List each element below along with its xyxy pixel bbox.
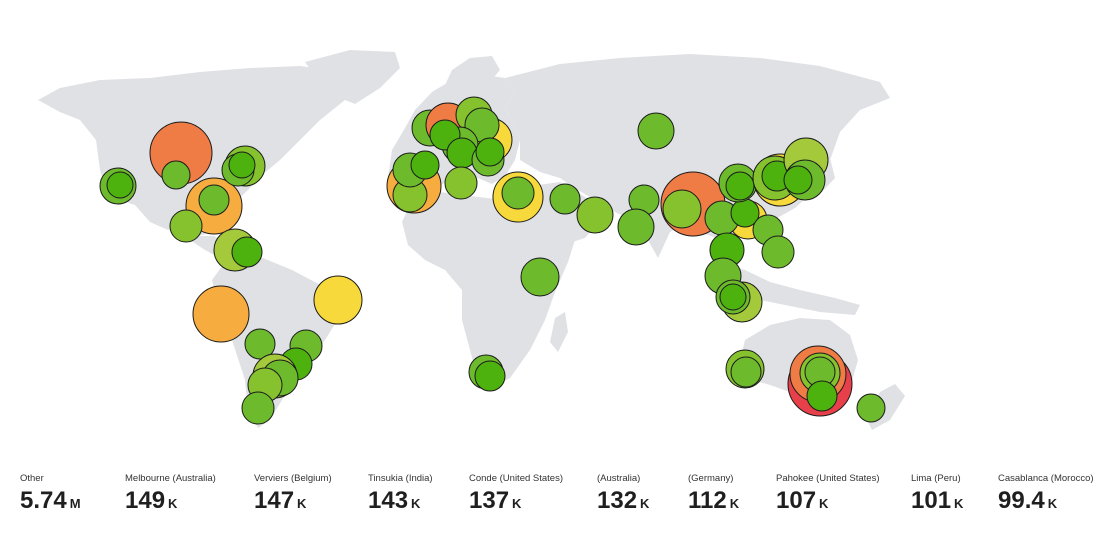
stat-tinsukia-india[interactable]: Tinsukia (India) 143 K [368, 472, 433, 516]
top-locations-stats: Other 5.74 M Melbourne (Australia) 149 K V… [0, 472, 1099, 542]
stat-value: 143 [368, 487, 409, 514]
stat-unit: K [819, 496, 829, 511]
bubble-perth-2[interactable] [730, 356, 762, 388]
stat-label: Verviers (Belgium) [254, 473, 332, 484]
stat-value: 132 [597, 487, 638, 514]
stat-casablanca-morocco[interactable]: Casablanca (Morocco) 99.4 K [998, 472, 1094, 516]
stat-label: Conde (United States) [469, 473, 563, 484]
stat-lima-peru[interactable]: Lima (Peru) 101 K [911, 472, 963, 516]
bubble-china-central-2[interactable] [725, 171, 755, 201]
stat-label: (Australia) [597, 473, 641, 484]
bubble-balkans[interactable] [475, 137, 505, 167]
stat-australia[interactable]: (Australia) 132 K [597, 472, 649, 516]
bubble-central-america-2[interactable] [231, 236, 263, 268]
stat-value: 149 [125, 487, 166, 514]
bubble-chile-south[interactable] [241, 391, 275, 425]
stat-unit: K [168, 496, 178, 511]
stat-pahokee-united-states[interactable]: Pahokee (United States) 107 K [776, 472, 880, 516]
stat-label: (Germany) [688, 473, 734, 484]
stat-value: 99.4 [998, 487, 1045, 514]
stat-unit: K [954, 496, 964, 511]
bubble-india-west[interactable] [617, 208, 655, 246]
stat-unit: K [729, 496, 740, 511]
stat-label: Other [20, 473, 44, 484]
world-bubble-map [38, 50, 905, 430]
stat-value: 137 [469, 487, 510, 514]
bubble-turkey-2[interactable] [501, 176, 535, 210]
stat-germany[interactable]: (Germany) 112 K [688, 472, 739, 516]
stat-value: 107 [776, 487, 817, 514]
bubble-gulf[interactable] [576, 196, 614, 234]
bubble-italy[interactable] [444, 166, 478, 200]
bubble-new-zealand[interactable] [856, 393, 886, 423]
bubble-south-africa-2[interactable] [474, 360, 506, 392]
land-madagascar [550, 312, 568, 352]
land-southeast-asia [715, 262, 860, 315]
stat-label: Tinsukia (India) [368, 473, 433, 484]
stat-value: 112 [688, 487, 727, 514]
bubble-north-america[interactable] [161, 160, 191, 190]
bubble-layer [99, 96, 886, 425]
bubble-east-africa[interactable] [520, 257, 560, 297]
stat-unit: K [640, 496, 650, 511]
bubble-brazil-central[interactable] [244, 328, 276, 360]
land-scandinavia [440, 56, 500, 104]
bubble-france-2[interactable] [410, 150, 440, 180]
stat-unit: K [411, 496, 421, 511]
bubble-west-coast-2[interactable] [106, 171, 134, 199]
bubble-middle-east[interactable] [549, 183, 581, 215]
stat-other[interactable]: Other 5.74 M [20, 472, 81, 516]
stat-unit: K [297, 496, 307, 511]
stat-conde-united-states[interactable]: Conde (United States) 137 K [469, 472, 563, 516]
land-africa [402, 192, 575, 388]
bubble-korea-3[interactable] [783, 165, 813, 195]
bubble-texas[interactable] [169, 209, 203, 243]
bubble-southeast-us[interactable] [198, 184, 230, 216]
bubble-philippines[interactable] [761, 235, 795, 269]
bubble-lima-peru[interactable] [192, 285, 250, 343]
bubble-indonesia-3[interactable] [719, 283, 747, 311]
stat-melbourne-australia[interactable]: Melbourne (Australia) 149 K [125, 472, 216, 516]
bubble-tinsukia-india-2[interactable] [662, 189, 702, 229]
bubble-northeast-us-3[interactable] [228, 151, 256, 179]
land-asia [505, 54, 890, 258]
stat-label: Pahokee (United States) [776, 473, 880, 484]
stat-value: 147 [254, 487, 295, 514]
stat-unit: K [1047, 496, 1058, 511]
bubble-adelaide[interactable] [806, 380, 838, 412]
stat-value: 5.74 [20, 487, 67, 514]
stat-label: Casablanca (Morocco) [998, 473, 1094, 484]
stat-verviers-belgium[interactable]: Verviers (Belgium) 147 K [254, 472, 332, 516]
bubble-moscow[interactable] [637, 112, 675, 150]
stat-label: Melbourne (Australia) [125, 473, 216, 484]
stat-unit: K [512, 496, 522, 511]
land-greenland [305, 50, 400, 104]
stat-label: Lima (Peru) [911, 473, 961, 484]
bubble-brazil-northeast[interactable] [313, 275, 363, 325]
stat-unit: M [69, 496, 81, 511]
stat-value: 101 [911, 487, 952, 514]
land-south-america [212, 256, 345, 428]
